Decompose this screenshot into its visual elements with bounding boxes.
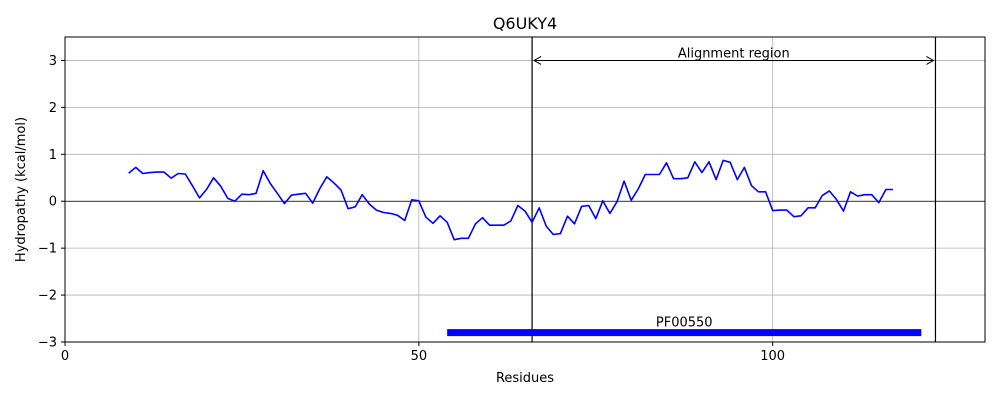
y-tick-label: 2	[49, 101, 57, 116]
y-tick-label: 3	[49, 54, 57, 69]
alignment-arrow-right-head	[926, 56, 935, 65]
x-tick-label: 100	[760, 349, 785, 364]
y-tick-label: −3	[38, 336, 57, 351]
y-axis-label: Hydropathy (kcal/mol)	[14, 117, 29, 262]
hydropathy-series-line	[128, 159, 893, 241]
y-tick-label: −2	[38, 289, 57, 304]
y-tick-label: 1	[49, 148, 57, 163]
axis-layer: 0 50 100 −3 −2 −1 0 1 2 3	[38, 54, 785, 364]
grid-layer	[64, 37, 985, 343]
chart-title: Q6UKY4	[493, 14, 557, 33]
alignment-arrow-left-head	[533, 56, 542, 65]
x-axis-label: Residues	[496, 371, 554, 386]
x-tick-label: 50	[411, 349, 428, 364]
alignment-region-label: Alignment region	[678, 46, 790, 61]
y-tick-label: 0	[49, 195, 57, 210]
domain-bar	[447, 329, 922, 337]
domain-label: PF00550	[656, 316, 713, 331]
x-tick-label: 0	[61, 349, 69, 364]
plot-frame	[64, 36, 986, 343]
plot-layer	[65, 37, 985, 342]
y-tick-label: −1	[38, 242, 57, 257]
